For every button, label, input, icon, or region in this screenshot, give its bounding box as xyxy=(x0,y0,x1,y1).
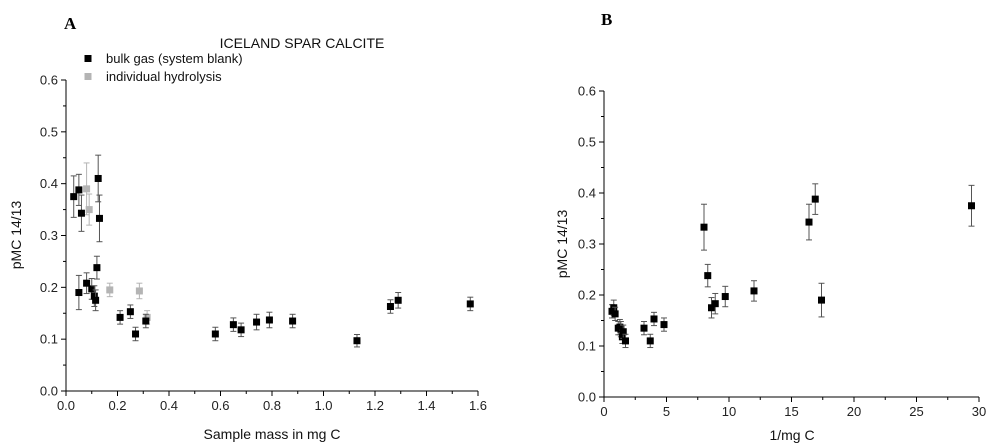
y-tick-label: 0.0 xyxy=(578,390,596,405)
data-point xyxy=(610,304,618,312)
y-tick-label: 0.4 xyxy=(40,176,58,191)
data-point xyxy=(126,308,134,316)
x-tick-label: 0.0 xyxy=(57,398,75,413)
data-point xyxy=(116,313,124,321)
data-point xyxy=(90,292,98,300)
data-point xyxy=(622,337,629,345)
x-tick-label: 5 xyxy=(663,404,670,419)
x-tick-label: 15 xyxy=(784,404,798,419)
data-point xyxy=(811,195,819,203)
data-point xyxy=(818,296,825,304)
legend-label: individual hydrolysis xyxy=(106,69,222,84)
data-point xyxy=(211,330,219,338)
x-tick-label: 0.2 xyxy=(108,398,126,413)
data-point xyxy=(83,185,91,193)
data-point xyxy=(143,313,151,321)
data-point xyxy=(646,337,654,345)
data-point xyxy=(466,300,474,308)
data-point xyxy=(619,328,627,336)
x-tick-label: 0.4 xyxy=(160,398,178,413)
data-point xyxy=(75,289,83,297)
data-point xyxy=(142,317,150,325)
legend-marker xyxy=(84,55,92,62)
data-point xyxy=(289,317,297,325)
data-point xyxy=(708,304,715,312)
data-point xyxy=(968,202,975,210)
x-axis-label: Sample mass in mg C xyxy=(204,426,341,442)
data-point xyxy=(95,214,103,222)
data-point xyxy=(85,206,93,214)
x-tick-label: 25 xyxy=(909,404,923,419)
data-point xyxy=(618,333,626,341)
data-point xyxy=(805,218,813,226)
data-point xyxy=(265,316,273,324)
x-tick-label: 0 xyxy=(600,404,607,419)
x-tick-label: 10 xyxy=(722,404,736,419)
data-point xyxy=(640,324,648,332)
data-point xyxy=(650,315,658,323)
data-point xyxy=(88,285,96,293)
x-tick-label: 1.0 xyxy=(314,398,332,413)
data-point xyxy=(93,264,101,272)
legend-marker xyxy=(84,73,92,80)
data-point xyxy=(704,272,712,280)
data-point xyxy=(92,296,100,304)
data-point xyxy=(386,303,394,311)
y-axis-label: pMC 14/13 xyxy=(8,201,24,270)
x-axis-label: 1/mg C xyxy=(769,427,814,443)
y-tick-label: 0.5 xyxy=(578,135,596,150)
data-point xyxy=(253,318,261,326)
chart-title: ICELAND SPAR CALCITE xyxy=(220,35,385,51)
panel-label: A xyxy=(64,14,77,33)
y-tick-label: 0.4 xyxy=(578,186,596,201)
x-tick-label: 1.4 xyxy=(417,398,435,413)
y-tick-label: 0.1 xyxy=(40,332,58,347)
legend-label: bulk gas (system blank) xyxy=(106,51,243,66)
panel-label: B xyxy=(601,10,612,29)
y-tick-label: 0.0 xyxy=(40,384,58,399)
data-point xyxy=(660,321,668,329)
data-point xyxy=(353,337,361,345)
y-axis-label: pMC 14/13 xyxy=(554,210,570,279)
data-point xyxy=(132,330,140,338)
x-tick-label: 0.8 xyxy=(263,398,281,413)
x-tick-label: 0.6 xyxy=(211,398,229,413)
y-tick-label: 0.1 xyxy=(578,339,596,354)
y-tick-label: 0.3 xyxy=(578,237,596,252)
data-point xyxy=(721,293,729,301)
y-tick-label: 0.6 xyxy=(40,73,58,88)
data-point xyxy=(711,300,719,308)
x-tick-label: 20 xyxy=(847,404,861,419)
data-point xyxy=(75,186,83,194)
data-point xyxy=(70,193,78,201)
data-point xyxy=(237,326,245,334)
data-point xyxy=(394,296,402,304)
data-point xyxy=(77,209,85,217)
y-tick-label: 0.2 xyxy=(40,280,58,295)
y-tick-label: 0.5 xyxy=(40,124,58,139)
data-point xyxy=(750,287,758,295)
data-point xyxy=(135,287,143,295)
y-tick-label: 0.2 xyxy=(578,288,596,303)
y-tick-label: 0.6 xyxy=(578,84,596,99)
y-tick-label: 0.3 xyxy=(40,228,58,243)
data-point xyxy=(611,310,619,318)
data-point xyxy=(229,321,237,329)
data-point xyxy=(83,279,91,287)
data-point xyxy=(700,223,708,231)
x-tick-label: 1.6 xyxy=(469,398,487,413)
x-tick-label: 30 xyxy=(972,404,986,419)
data-point xyxy=(106,286,114,294)
data-point xyxy=(94,174,102,182)
x-tick-label: 1.2 xyxy=(366,398,384,413)
